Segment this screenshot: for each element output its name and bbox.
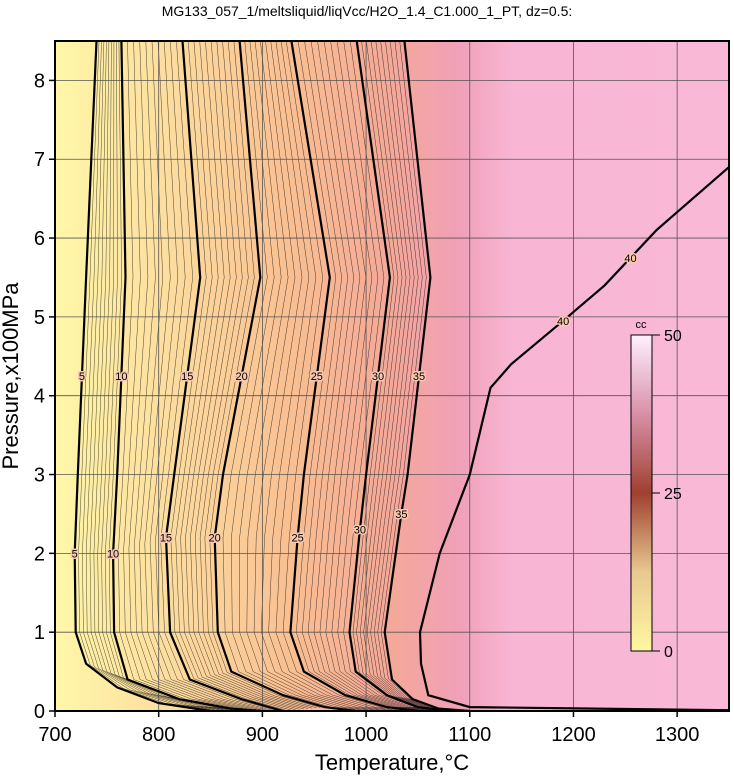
minor-contour bbox=[123, 41, 242, 710]
contour-label: 30 bbox=[372, 371, 384, 383]
minor-contour bbox=[209, 41, 321, 708]
contour-line bbox=[111, 41, 263, 711]
y-tick-label: 0 bbox=[34, 701, 45, 723]
colorbar-tick-label: 25 bbox=[664, 486, 682, 503]
x-tick-label: 1300 bbox=[655, 724, 700, 746]
contour-label: 25 bbox=[292, 533, 304, 545]
plot-frame bbox=[54, 40, 730, 712]
contour-label: 40 bbox=[557, 316, 569, 328]
contour-label: 35 bbox=[413, 371, 425, 383]
y-tick-label: 3 bbox=[34, 465, 45, 487]
contour-line bbox=[383, 41, 470, 711]
contour-line bbox=[73, 41, 211, 711]
y-tick-label: 5 bbox=[34, 307, 45, 329]
colorbar bbox=[630, 334, 653, 652]
colorbar-tick-label: 0 bbox=[664, 644, 673, 661]
x-tick-label: 1000 bbox=[344, 724, 389, 746]
minor-contour bbox=[128, 41, 247, 710]
contour-line bbox=[418, 166, 729, 711]
contour-label: 15 bbox=[181, 371, 193, 383]
y-tick-label: 4 bbox=[34, 386, 45, 408]
minor-contour bbox=[144, 41, 263, 711]
minor-contour bbox=[118, 41, 237, 710]
y-axis-label: Pressure,x100MPa bbox=[0, 282, 23, 470]
y-tick-label: 8 bbox=[34, 70, 45, 92]
contour-label: 30 bbox=[354, 525, 366, 537]
y-tick-label: 7 bbox=[34, 149, 45, 171]
minor-contour bbox=[190, 41, 304, 710]
contour-label: 35 bbox=[395, 509, 407, 521]
minor-contour bbox=[194, 41, 309, 709]
minor-contour bbox=[204, 41, 317, 709]
minor-contour bbox=[185, 41, 300, 710]
x-tick-label: 1200 bbox=[551, 724, 596, 746]
x-tick-label: 800 bbox=[142, 724, 175, 746]
y-tick-label: 2 bbox=[34, 543, 45, 565]
contour-line bbox=[289, 41, 419, 711]
minor-contour bbox=[170, 41, 288, 711]
minor-contour bbox=[149, 41, 268, 711]
plot-area bbox=[55, 41, 729, 711]
minor-contour bbox=[133, 41, 253, 710]
contour-label: 5 bbox=[79, 371, 85, 383]
colorbar-tick-label: 50 bbox=[664, 328, 682, 345]
contour-label: 15 bbox=[160, 533, 172, 545]
y-tick-label: 6 bbox=[34, 228, 45, 250]
contour-line bbox=[213, 41, 356, 711]
chart-title: MG133_057_1/meltsliquid/liqVcc/H2O_1.4_C… bbox=[162, 3, 573, 19]
x-tick-label: 700 bbox=[38, 724, 71, 746]
minor-contour bbox=[155, 41, 273, 711]
x-tick-label: 900 bbox=[246, 724, 279, 746]
contour-label: 25 bbox=[311, 371, 323, 383]
contour-line bbox=[164, 41, 284, 711]
contour-label: 10 bbox=[107, 548, 119, 560]
minor-contour bbox=[175, 41, 292, 711]
contour-label: 20 bbox=[209, 533, 221, 545]
y-tick-label: 1 bbox=[34, 622, 45, 644]
contour-label: 20 bbox=[236, 371, 248, 383]
x-tick-label: 1100 bbox=[448, 724, 491, 746]
contour-line bbox=[348, 41, 450, 711]
contour-label: 5 bbox=[72, 548, 78, 560]
contour-label: 40 bbox=[624, 253, 636, 265]
contour-label: 10 bbox=[115, 371, 127, 383]
minor-contour bbox=[180, 41, 296, 711]
x-axis-label: Temperature,°C bbox=[315, 750, 469, 775]
colorbar-label: cc bbox=[636, 319, 648, 331]
minor-contour bbox=[160, 41, 278, 711]
minor-contour bbox=[139, 41, 258, 711]
